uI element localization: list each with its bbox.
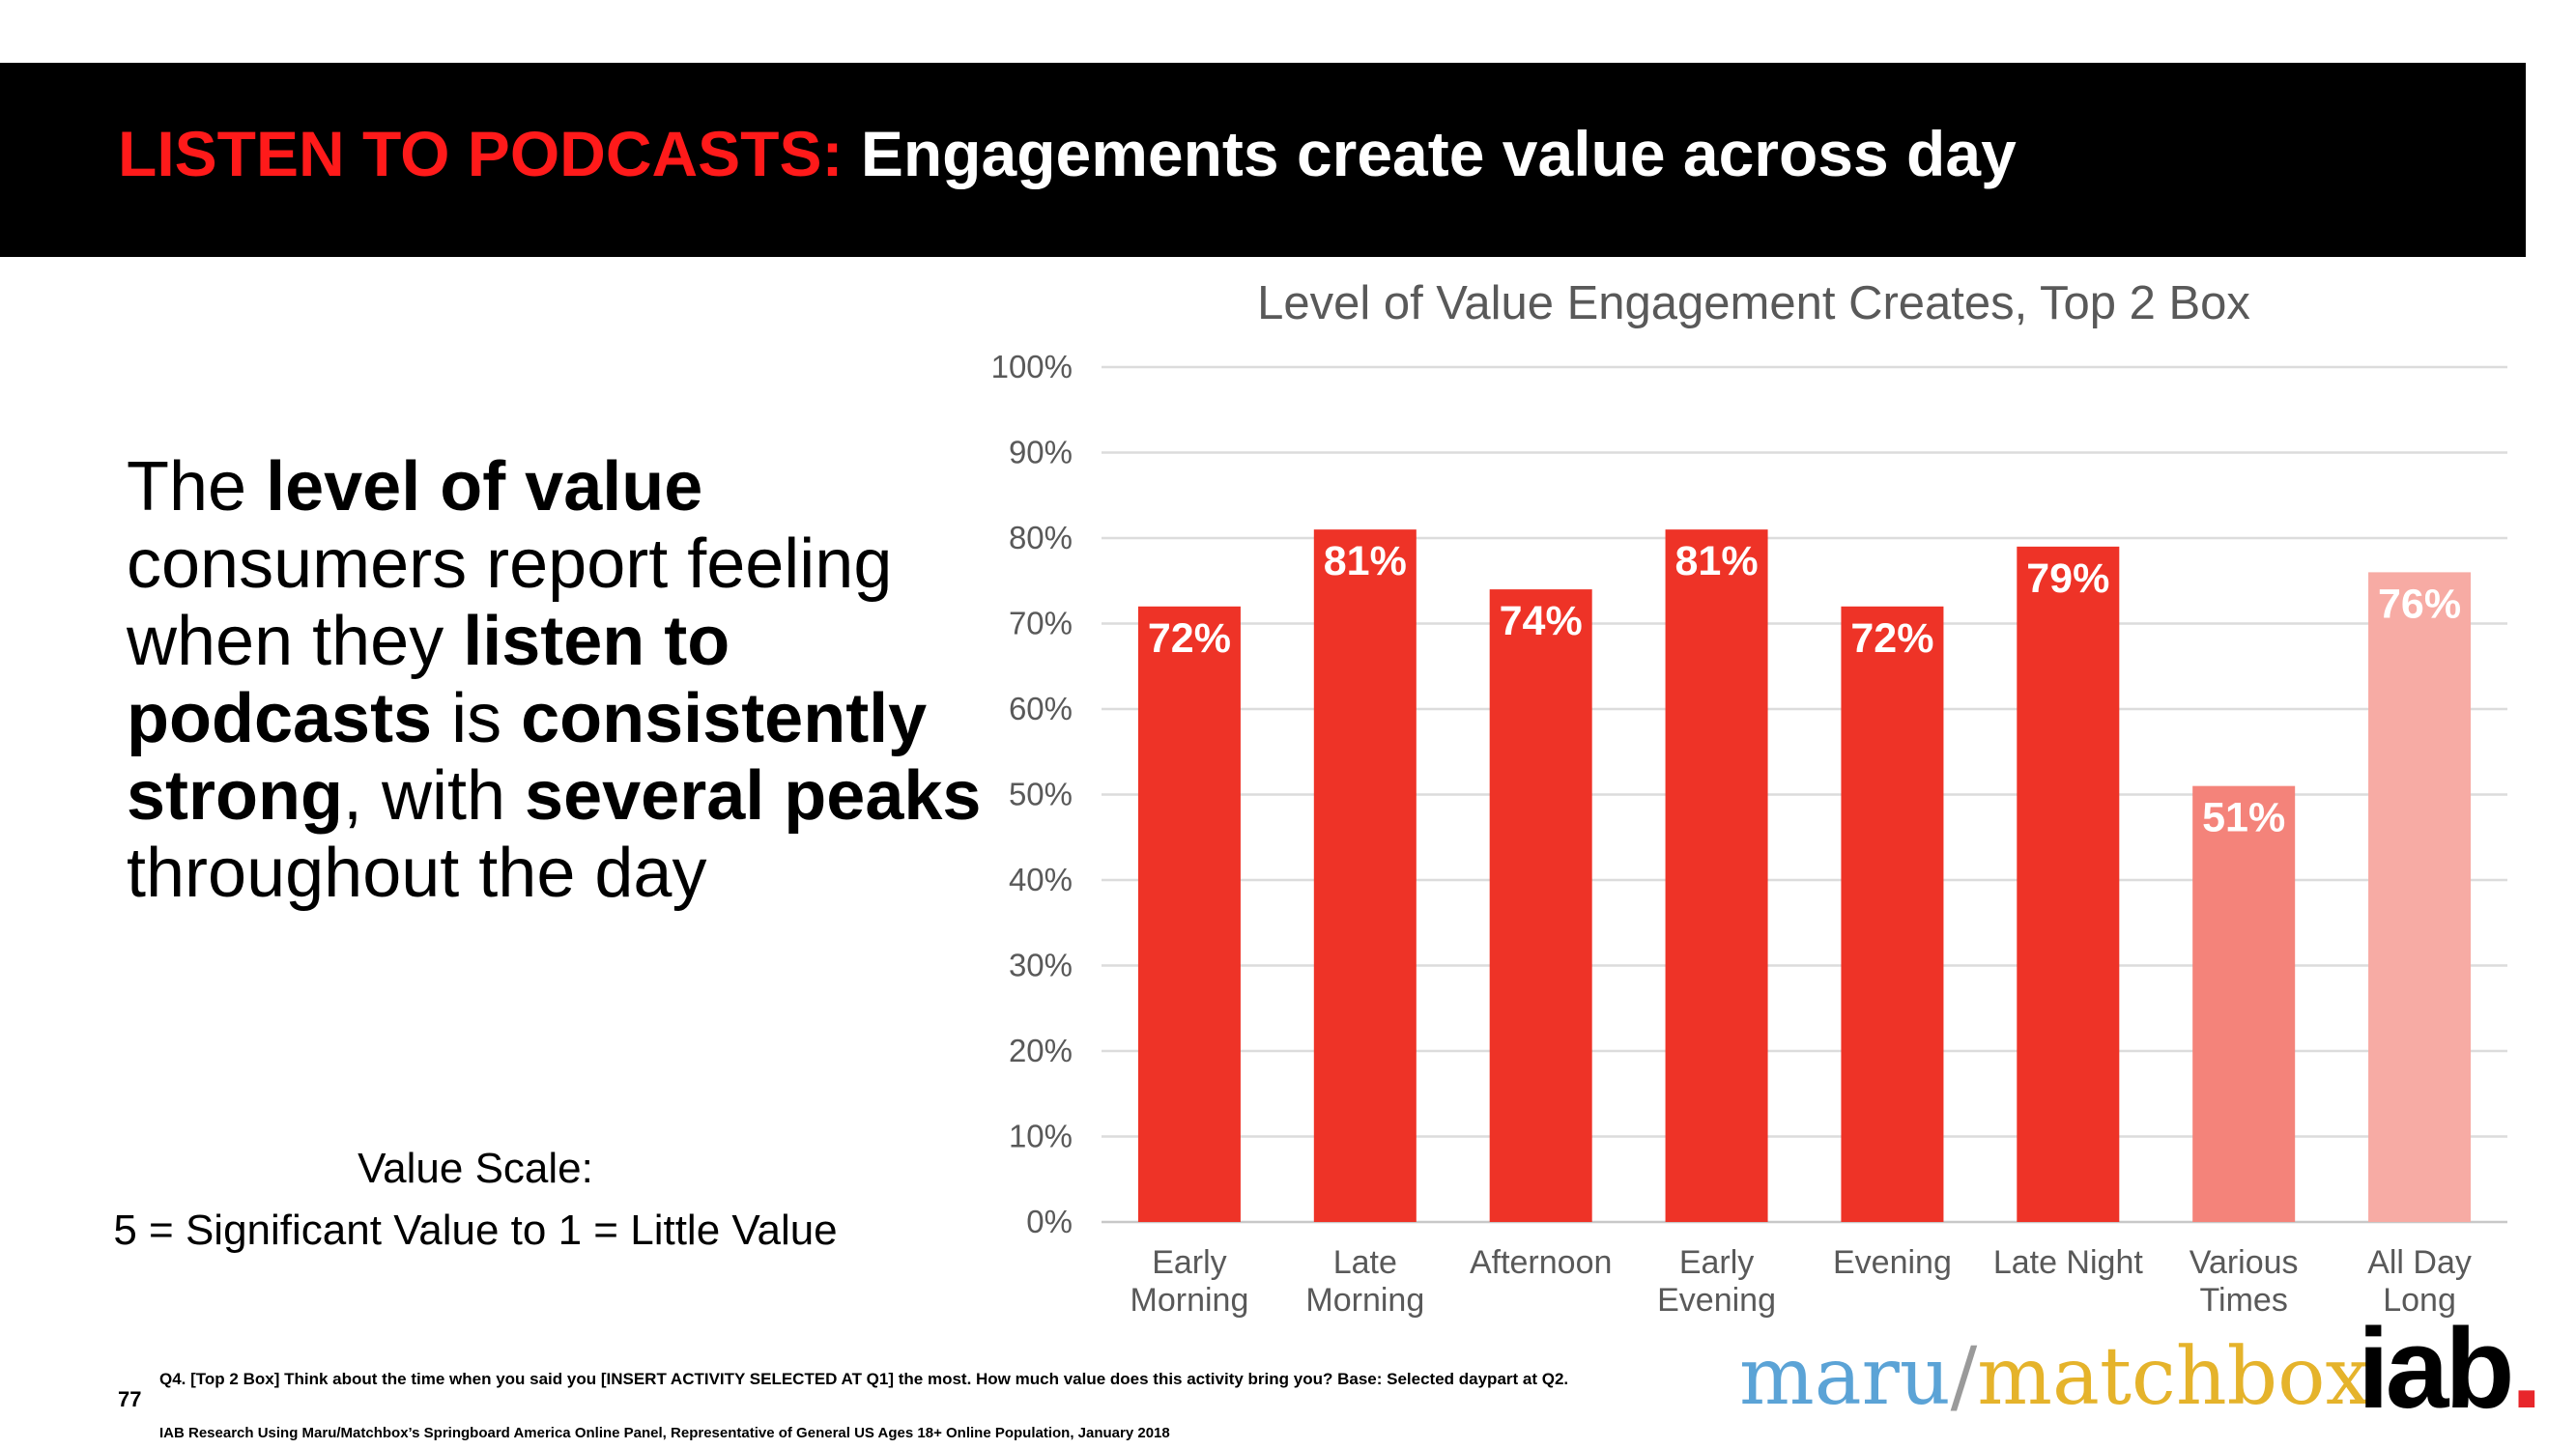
y-tick-label: 100% <box>991 349 1073 384</box>
bar <box>2368 572 2472 1222</box>
chart-title: Level of Value Engagement Creates, Top 2… <box>1257 277 2250 329</box>
value-scale-title: Value Scale: <box>358 1145 593 1192</box>
logo-iab-dot: . <box>2510 1305 2543 1433</box>
headline-part: , with <box>342 757 526 835</box>
logo-maru-text: maru <box>1739 1331 1951 1423</box>
x-category-label: Late Night <box>1993 1244 2144 1281</box>
y-tick-label: 40% <box>1009 862 1073 897</box>
x-category-label: Early Morning <box>1131 1244 1249 1319</box>
bar <box>1313 529 1417 1222</box>
maru-matchbox-logo: maru/matchbox <box>1739 1338 2370 1417</box>
bar-value-label: 81% <box>1324 538 1407 584</box>
bar-value-label: 72% <box>1148 615 1231 662</box>
y-tick-label: 10% <box>1009 1119 1073 1154</box>
logo-slash: / <box>1950 1331 1978 1423</box>
y-tick-label: 60% <box>1009 691 1073 726</box>
headline-emphasis: consistently strong <box>127 680 928 835</box>
headline-part: The <box>127 448 267 526</box>
x-category-label: Afternoon <box>1470 1244 1612 1281</box>
bar <box>1665 529 1768 1222</box>
title-topic: LISTEN TO PODCASTS: <box>118 118 844 189</box>
bar <box>1841 606 1944 1222</box>
headline-part: throughout the day <box>127 835 707 912</box>
bar <box>2017 546 2120 1222</box>
slide-title: LISTEN TO PODCASTS: Engagements create v… <box>118 122 2017 185</box>
y-tick-label: 20% <box>1009 1033 1073 1068</box>
x-category-label: Late Morning <box>1305 1244 1424 1319</box>
x-category-label: Evening <box>1833 1244 1952 1281</box>
bar-value-label: 72% <box>1850 615 1933 662</box>
value-scale-description: 5 = Significant Value to 1 = Little Valu… <box>113 1207 838 1254</box>
value-scale: Value Scale: 5 = Significant Value to 1 … <box>58 1138 893 1262</box>
headline-emphasis: several peaks <box>525 757 982 835</box>
page-number: 77 <box>118 1387 142 1411</box>
x-category-label: Various Times <box>2190 1244 2299 1319</box>
bar-value-label: 79% <box>2026 555 2109 602</box>
y-tick-label: 90% <box>1009 435 1073 470</box>
bar <box>2192 785 2296 1222</box>
logo-matchbox-text: matchbox <box>1977 1331 2370 1423</box>
bar <box>1137 606 1241 1222</box>
header-bar <box>0 63 2526 257</box>
x-category-label: Early Evening <box>1657 1244 1776 1319</box>
title-statement: Engagements create value across day <box>860 118 2017 189</box>
y-tick-label: 70% <box>1009 606 1073 641</box>
y-tick-label: 80% <box>1009 520 1073 555</box>
x-category-label: All Day Long <box>2367 1244 2472 1319</box>
iab-logo: iab. <box>2358 1312 2542 1426</box>
question-footnote: Q4. [Top 2 Box] Think about the time whe… <box>159 1370 1569 1388</box>
y-tick-label: 0% <box>1026 1204 1073 1239</box>
headline-part: is <box>432 680 522 757</box>
bar-value-label: 81% <box>1675 538 1759 584</box>
headline-emphasis: level of value <box>266 448 703 526</box>
y-tick-label: 30% <box>1009 948 1073 983</box>
source-note: IAB Research Using Maru/Matchbox’s Sprin… <box>159 1425 1170 1441</box>
y-tick-label: 50% <box>1009 777 1073 812</box>
bar-value-label: 76% <box>2378 581 2461 627</box>
bar <box>1489 589 1592 1222</box>
bar-value-label: 74% <box>1500 598 1583 644</box>
logo-iab-text: iab <box>2358 1305 2514 1433</box>
headline-part: consumers report feeling when they <box>127 526 893 680</box>
headline-text: The level of value consumers report feel… <box>127 448 996 912</box>
bar-value-label: 51% <box>2202 795 2285 841</box>
headline-emphasis: listen to podcasts <box>127 603 730 757</box>
